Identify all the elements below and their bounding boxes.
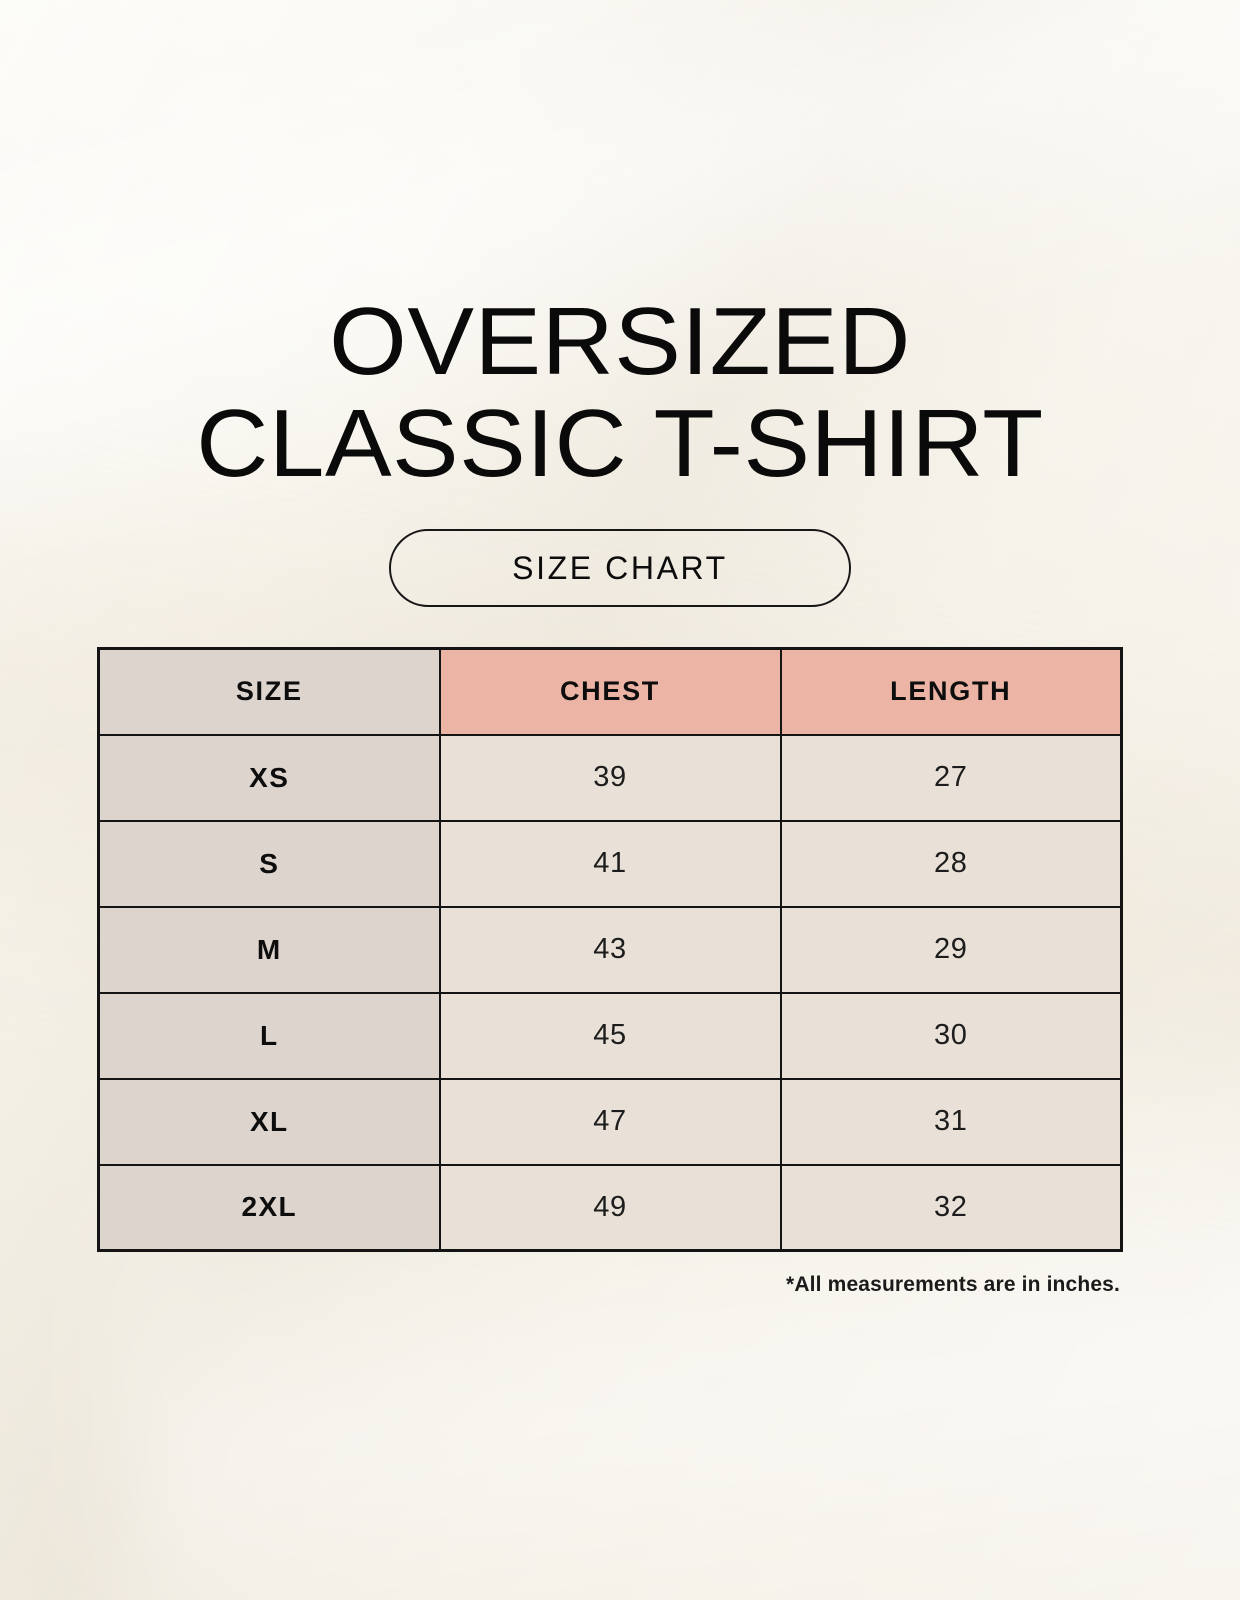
title-line-one: OVERSIZED — [329, 288, 911, 395]
size-chart-badge: SIZE CHART — [389, 529, 851, 607]
page-title: OVERSIZED CLASSIC T-SHIRT — [0, 288, 1240, 498]
cell-size: 2XL — [97, 1163, 441, 1252]
size-chart-badge-container: SIZE CHART — [0, 529, 1240, 607]
cell-length: 31 — [779, 1077, 1123, 1166]
cell-length: 30 — [779, 991, 1123, 1080]
measurements-footnote: *All measurements are in inches. — [786, 1273, 1120, 1296]
size-value: L — [259, 1019, 279, 1051]
size-chart-badge-label: SIZE CHART — [512, 549, 728, 586]
size-value: M — [256, 933, 282, 965]
table-row: S 41 28 — [97, 819, 1123, 908]
chest-value: 43 — [593, 933, 627, 965]
column-header-length: LENGTH — [779, 647, 1123, 736]
cell-size: M — [97, 905, 441, 994]
table-row: XL 47 31 — [97, 1077, 1123, 1166]
cell-chest: 41 — [438, 819, 782, 908]
table-header-row: SIZE CHEST LENGTH — [97, 647, 1123, 736]
length-value: 28 — [934, 847, 968, 879]
chest-value: 45 — [593, 1019, 627, 1051]
chest-value: 41 — [593, 847, 627, 879]
table-row: M 43 29 — [97, 905, 1123, 994]
table-row: L 45 30 — [97, 991, 1123, 1080]
size-value: S — [259, 847, 280, 879]
cell-chest: 47 — [438, 1077, 782, 1166]
length-value: 27 — [934, 761, 968, 793]
column-header-size: SIZE — [97, 647, 441, 736]
column-header-length-label: LENGTH — [890, 676, 1012, 707]
size-value: XS — [249, 761, 290, 793]
column-header-size-label: SIZE — [235, 676, 303, 707]
chest-value: 39 — [593, 761, 627, 793]
size-table-container: SIZE CHEST LENGTH XS 39 — [97, 647, 1123, 1252]
table-row: XS 39 27 — [97, 733, 1123, 822]
length-value: 30 — [934, 1019, 968, 1051]
size-value: 2XL — [241, 1191, 298, 1223]
cell-size: XS — [97, 733, 441, 822]
title-line-two: CLASSIC T-SHIRT — [196, 390, 1044, 498]
table-row: 2XL 49 32 — [97, 1163, 1123, 1252]
size-table: SIZE CHEST LENGTH XS 39 — [97, 647, 1123, 1252]
cell-size: L — [97, 991, 441, 1080]
cell-chest: 49 — [438, 1163, 782, 1252]
length-value: 31 — [934, 1105, 968, 1137]
chest-value: 47 — [593, 1105, 627, 1137]
column-header-chest-label: CHEST — [559, 676, 660, 707]
length-value: 29 — [934, 933, 968, 965]
cell-chest: 43 — [438, 905, 782, 994]
cell-chest: 45 — [438, 991, 782, 1080]
size-value: XL — [249, 1105, 289, 1137]
cell-length: 28 — [779, 819, 1123, 908]
chest-value: 49 — [593, 1190, 627, 1223]
cell-length: 29 — [779, 905, 1123, 994]
cell-length: 32 — [779, 1163, 1123, 1252]
length-value: 32 — [934, 1190, 968, 1223]
cell-size: S — [97, 819, 441, 908]
cell-length: 27 — [779, 733, 1123, 822]
cell-size: XL — [97, 1077, 441, 1166]
column-header-chest: CHEST — [438, 647, 782, 736]
cell-chest: 39 — [438, 733, 782, 822]
